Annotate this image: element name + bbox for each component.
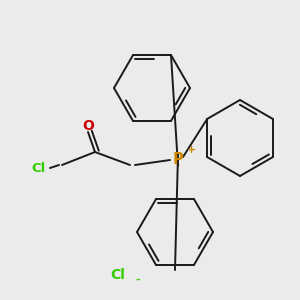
Text: +: +	[186, 145, 196, 155]
Text: -: -	[136, 275, 140, 285]
Text: Cl: Cl	[31, 161, 45, 175]
Text: Cl: Cl	[111, 268, 125, 282]
Text: O: O	[82, 119, 94, 133]
Text: P: P	[172, 152, 183, 167]
